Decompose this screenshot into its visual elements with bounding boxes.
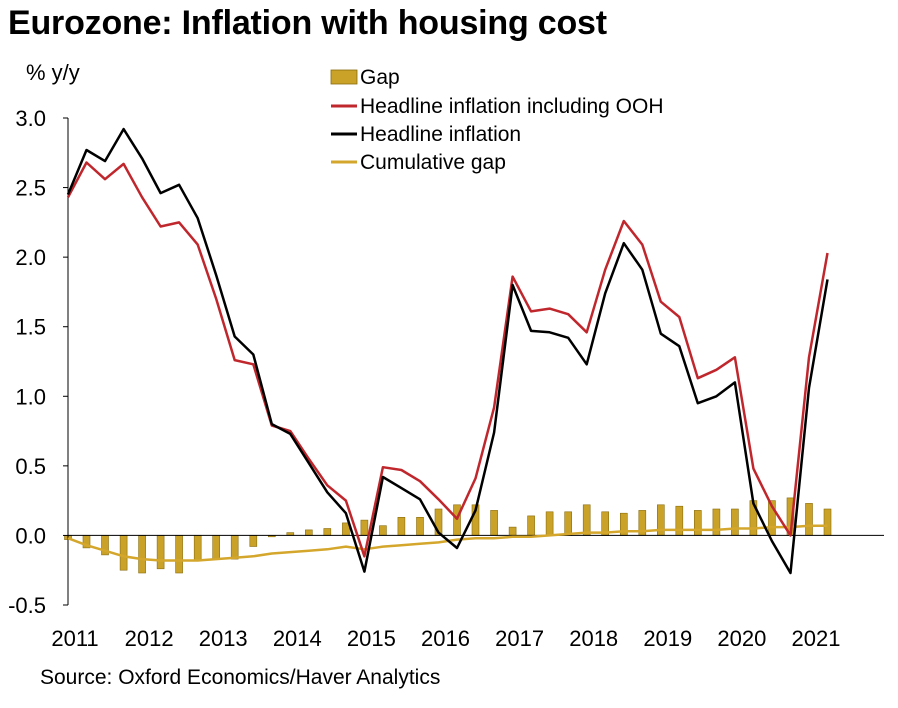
gap-bar bbox=[564, 511, 573, 536]
gap-bar bbox=[508, 526, 517, 536]
gap-bar bbox=[323, 528, 332, 536]
x-tick-label: 2018 bbox=[569, 626, 618, 651]
x-tick-label: 2015 bbox=[347, 626, 396, 651]
x-tick-label: 2016 bbox=[421, 626, 470, 651]
x-tick-label: 2020 bbox=[717, 626, 766, 651]
gap-bar bbox=[193, 535, 202, 561]
x-tick-label: 2014 bbox=[273, 626, 322, 651]
y-tick-label: 0.0 bbox=[15, 523, 46, 548]
gap-bar bbox=[379, 525, 387, 536]
x-tick-label: 2012 bbox=[125, 626, 174, 651]
gap-bar bbox=[527, 515, 535, 536]
gap-bar bbox=[582, 504, 591, 536]
y-tick-label: 1.5 bbox=[15, 315, 46, 340]
gap-bar bbox=[156, 535, 165, 570]
gap-bar bbox=[304, 529, 313, 536]
axes bbox=[63, 117, 884, 606]
y-tick-labels: 3.0 2.5 2.0 1.5 1.0 0.5 0.0 -0.5 bbox=[8, 106, 46, 618]
y-tick-label: 3.0 bbox=[15, 106, 46, 131]
y-tick-label: 2.0 bbox=[15, 245, 46, 270]
legend-gap-label: Gap bbox=[360, 66, 400, 89]
gap-bar bbox=[490, 510, 498, 536]
gap-bar bbox=[823, 508, 832, 536]
gap-bar bbox=[212, 535, 220, 560]
legend-headline-label: Headline inflation bbox=[360, 123, 521, 146]
gap-bar bbox=[693, 510, 702, 536]
gap-bar bbox=[138, 535, 146, 574]
series-lines bbox=[66, 127, 829, 575]
gap-bar bbox=[731, 508, 739, 536]
x-tick-label: 2021 bbox=[792, 626, 841, 651]
gap-bar bbox=[416, 516, 424, 536]
headline-line bbox=[66, 127, 829, 575]
y-tick-label: 2.5 bbox=[15, 176, 46, 201]
y-axis-label: % y/y bbox=[26, 60, 80, 85]
x-tick-labels: 2011 2012 2013 2014 2015 2016 2017 2018 2019 2020… bbox=[51, 626, 840, 651]
y-tick-label: -0.5 bbox=[8, 593, 46, 618]
gap-bars bbox=[64, 497, 832, 574]
gap-bar bbox=[453, 504, 461, 536]
source-note: Source: Oxford Economics/Haver Analytics bbox=[40, 666, 441, 689]
gap-bar bbox=[175, 535, 183, 574]
gap-bar bbox=[805, 503, 813, 536]
x-tick-label: 2017 bbox=[495, 626, 544, 651]
gap-bar bbox=[360, 519, 369, 536]
headline-ooh-line bbox=[66, 161, 829, 558]
y-tick-label: 1.0 bbox=[15, 384, 46, 409]
gap-bar bbox=[712, 508, 721, 536]
y-tick-label: 0.5 bbox=[15, 454, 46, 479]
x-tick-label: 2013 bbox=[199, 626, 248, 651]
legend-gap-swatch bbox=[330, 69, 358, 85]
legend: Gap Headline inflation including OOH Hea… bbox=[330, 66, 664, 174]
gap-bar bbox=[545, 511, 554, 536]
x-tick-label: 2019 bbox=[643, 626, 692, 651]
legend-cumulative-label: Cumulative gap bbox=[360, 151, 506, 174]
gap-bar bbox=[249, 535, 258, 547]
x-tick-label: 2011 bbox=[51, 626, 98, 651]
gap-bar bbox=[119, 535, 128, 571]
legend-ooh-label: Headline inflation including OOH bbox=[360, 95, 664, 118]
gap-bar bbox=[397, 516, 406, 536]
chart-title: Eurozone: Inflation with housing cost bbox=[8, 4, 607, 42]
gap-bar bbox=[230, 535, 239, 560]
